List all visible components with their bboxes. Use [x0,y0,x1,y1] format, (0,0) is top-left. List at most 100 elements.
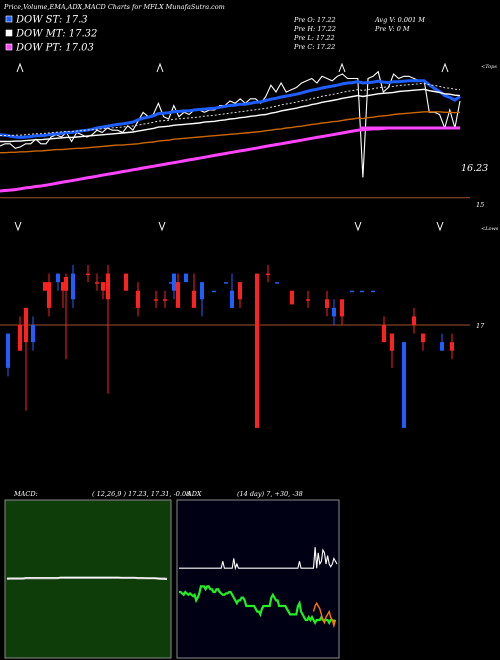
candle-body [31,325,35,343]
minus-di-line [312,601,337,629]
series-ema_mid-band [0,82,461,136]
candle-body [192,290,196,308]
series-ema_short [0,79,461,139]
adx-label: ADX [186,490,202,498]
candle [200,282,204,317]
series-ema_long [0,111,461,154]
candle [325,290,329,317]
candle [382,316,386,343]
series-ema_mid [0,88,461,143]
candle [64,273,68,360]
legend-label-dow-st: DOW ST: 17.3 [15,15,88,26]
candle [95,273,99,291]
candle [230,273,234,308]
candle-body [332,307,336,317]
candle-body [95,282,99,284]
candle-body [360,290,364,293]
candle-body [24,307,28,343]
ohlc-high: Pre H: 17.22 [293,25,336,33]
candle-body [86,273,90,276]
legend: DOW ST: 17.3 DOW MT: 17.32 DOW PT: 17.03 [5,15,97,54]
candle [412,307,416,334]
candle [43,282,47,291]
candle-body [306,299,310,301]
candle [86,265,90,283]
candle [136,282,140,317]
candle-body [172,273,176,291]
candle [56,273,60,291]
candle-body [255,273,259,428]
candle [172,273,176,300]
candle-body [18,325,22,351]
ohlc-readout: Pre O: 17.22 Pre H: 17.22 Pre L: 17.22 P… [293,16,425,51]
price-lines [0,70,461,193]
candle-body [266,273,270,276]
macd-lines [6,576,168,581]
candle [101,282,105,300]
candle-body [184,273,188,283]
ohlc-close: Pre C: 17.22 [293,43,335,51]
candle [224,282,228,284]
candle [31,316,35,351]
candle [306,290,310,308]
candle [176,273,180,308]
lows-label: <Lows [481,226,499,232]
candle-body [61,282,65,291]
candle [18,316,22,351]
candle [238,282,242,308]
event-marker [16,62,24,73]
event-marker [156,62,164,73]
candle-body [238,282,242,300]
candle [163,290,167,308]
macd-macd-line [7,576,168,580]
candle-body [154,299,158,301]
candle-body [224,282,228,284]
legend-label-dow-pt: DOW PT: 17.03 [15,43,94,54]
candle-body [371,290,375,293]
ohlc-open: Pre O: 17.22 [293,16,336,24]
candle [47,273,51,317]
candle-body [124,273,128,291]
level-17-label: 17 [476,322,485,330]
ohlc-low: Pre L: 17.22 [293,34,335,42]
price-area [0,62,470,232]
candle-body [136,290,140,308]
candle [169,282,173,284]
candle [360,290,364,293]
legend-swatch-dow-pt [5,43,13,51]
candle [332,299,336,325]
candle [255,273,259,428]
macd-params: ( 12,26,9 ) 17.23, 17.31, -0.08 [92,490,190,498]
candle [106,265,110,394]
prev-volume: Pre V: 0 M [374,25,410,33]
adx-params: (14 day) 7, +30, -38 [237,490,303,498]
macd-label: MACD: [13,490,38,498]
adx-lines [179,547,338,629]
candle-body [325,299,329,308]
candle-body [169,282,173,284]
event-marker [338,62,346,73]
level-15-label: 15 [476,201,484,209]
adx-panel [176,499,340,659]
legend-swatch-dow-mt [5,29,13,37]
event-marker [441,62,449,73]
candle-body [421,333,425,343]
candle [124,273,128,291]
candle-body [230,290,234,308]
candle [212,290,216,293]
candle-body [176,282,180,308]
candle-body [163,299,167,301]
candle [402,342,406,428]
legend-label-dow-mt: DOW MT: 17.32 [15,29,97,40]
candle-body [71,273,75,300]
candle-body [212,290,216,293]
series-close [0,70,461,178]
candle-body [402,342,406,428]
candle-body [412,316,416,325]
event-marker [14,221,22,232]
candle [184,273,188,283]
tops-label: <Tops [481,64,497,70]
candle-body [275,282,279,284]
candle [61,282,65,308]
